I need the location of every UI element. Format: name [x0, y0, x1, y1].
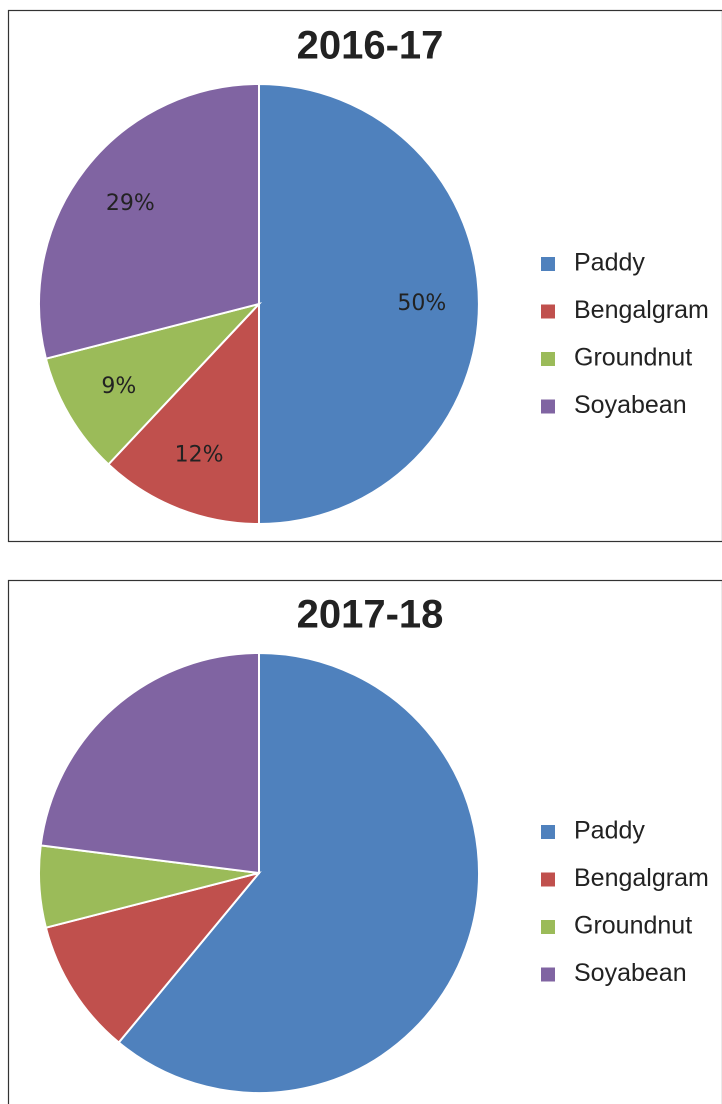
- legend-label: Bengalgram: [574, 296, 709, 324]
- pie-slice: [117, 651, 480, 1094]
- legend-swatch: [541, 304, 555, 319]
- legend-swatch: [541, 920, 555, 934]
- chart-title: 2017-18: [297, 593, 444, 637]
- data-label: 9%: [101, 374, 136, 399]
- legend-swatch: [541, 967, 555, 982]
- legend-swatch: [541, 257, 555, 271]
- legend-swatch: [541, 872, 555, 887]
- data-label: 12%: [175, 442, 224, 467]
- pie-slice: [106, 301, 260, 526]
- legend-label: Paddy: [574, 817, 645, 845]
- pie-slice: [258, 82, 480, 526]
- legend-label: Paddy: [574, 249, 645, 277]
- data-label: 50%: [397, 291, 446, 316]
- pie-slice: [44, 871, 262, 1044]
- chart-title: 2016-17: [297, 24, 444, 68]
- legend-label: Groundnut: [574, 344, 692, 372]
- legend-label: Bengalgram: [574, 864, 709, 892]
- pie-slice: [39, 651, 260, 875]
- pie-slice: [38, 82, 260, 360]
- legend-swatch: [541, 825, 555, 839]
- pie-slice: [44, 302, 263, 466]
- legend-label: Soyabean: [574, 959, 687, 987]
- legend-label: Groundnut: [574, 912, 692, 940]
- legend-label: Soyabean: [574, 391, 687, 419]
- data-label: 29%: [106, 191, 155, 216]
- legend-swatch: [541, 399, 555, 414]
- legend-swatch: [541, 352, 555, 366]
